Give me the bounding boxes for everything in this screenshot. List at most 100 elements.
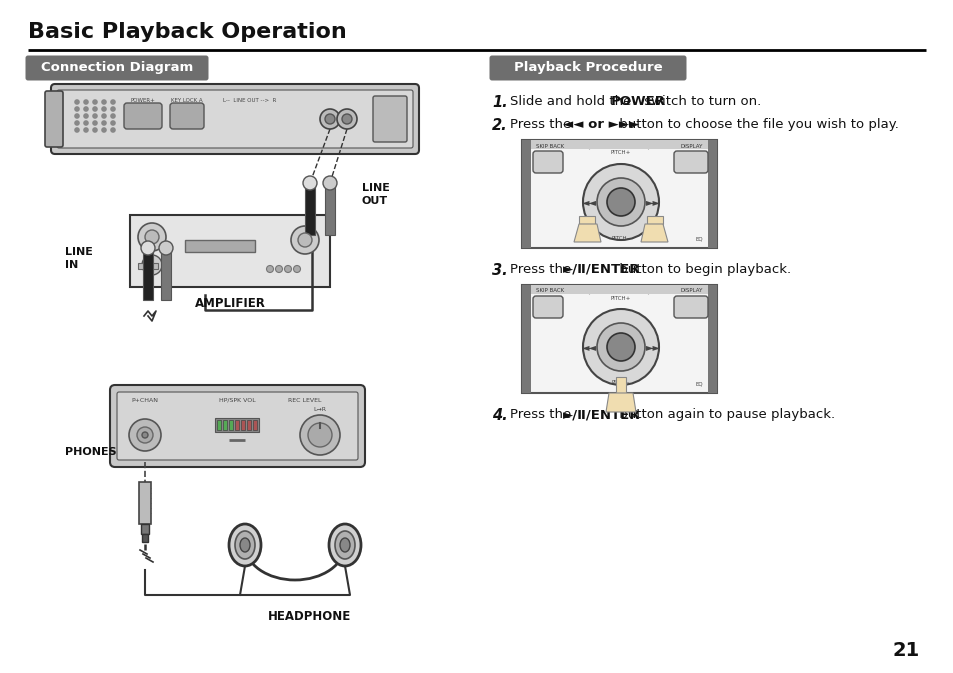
Bar — [707, 285, 717, 393]
Bar — [247, 420, 251, 430]
Bar — [130, 215, 330, 287]
Circle shape — [92, 120, 98, 126]
Circle shape — [325, 114, 335, 124]
Circle shape — [319, 109, 339, 129]
Text: button to begin playback.: button to begin playback. — [615, 263, 790, 276]
Bar — [325, 183, 335, 235]
Circle shape — [606, 333, 635, 361]
Text: IN: IN — [65, 260, 78, 270]
Bar — [305, 183, 314, 235]
Bar — [214, 418, 258, 432]
Text: Slide and hold the: Slide and hold the — [510, 95, 635, 108]
Circle shape — [111, 127, 115, 133]
Circle shape — [101, 113, 107, 119]
Bar — [707, 140, 717, 248]
Polygon shape — [616, 377, 625, 393]
Text: REC LEVEL: REC LEVEL — [288, 398, 321, 403]
Text: Press the: Press the — [510, 408, 575, 421]
Text: ►►: ►► — [645, 342, 659, 352]
Ellipse shape — [339, 538, 350, 552]
Text: SKIP BACK: SKIP BACK — [536, 289, 563, 293]
Circle shape — [141, 241, 154, 255]
Bar — [521, 285, 717, 393]
Circle shape — [142, 255, 162, 275]
Text: KEY LOCK A: KEY LOCK A — [171, 98, 203, 103]
Circle shape — [597, 323, 644, 371]
Bar — [234, 420, 239, 430]
Text: DISPLAY: DISPLAY — [680, 143, 702, 149]
Text: EQ: EQ — [695, 382, 702, 386]
Text: 1.: 1. — [492, 95, 507, 110]
Circle shape — [74, 113, 80, 119]
Bar — [185, 240, 254, 252]
Bar — [143, 248, 152, 300]
Circle shape — [129, 419, 161, 451]
Text: HP/SPK VOL: HP/SPK VOL — [218, 398, 255, 403]
Circle shape — [92, 99, 98, 105]
Text: switch to turn on.: switch to turn on. — [639, 95, 760, 108]
Text: POWER: POWER — [610, 95, 665, 108]
Text: ENTER: ENTER — [612, 205, 629, 209]
Text: 3.: 3. — [492, 263, 507, 278]
Bar — [216, 420, 221, 430]
Text: PITCH+: PITCH+ — [610, 295, 631, 301]
Text: PITCH–: PITCH– — [611, 236, 630, 240]
Text: LINE: LINE — [361, 183, 390, 193]
Circle shape — [159, 241, 172, 255]
Bar — [138, 263, 146, 269]
Circle shape — [92, 113, 98, 119]
Text: ►►: ►► — [645, 197, 659, 207]
FancyBboxPatch shape — [533, 296, 562, 318]
Circle shape — [137, 427, 152, 443]
FancyBboxPatch shape — [124, 103, 162, 129]
Bar — [142, 534, 148, 542]
Polygon shape — [578, 216, 595, 224]
Circle shape — [83, 120, 89, 126]
Text: ENTER: ENTER — [612, 349, 629, 355]
FancyBboxPatch shape — [110, 385, 365, 467]
Text: 21: 21 — [892, 641, 919, 660]
Circle shape — [83, 127, 89, 133]
Text: button to choose the file you wish to play.: button to choose the file you wish to pl… — [615, 118, 898, 131]
Text: SKIP BACK: SKIP BACK — [536, 143, 563, 149]
FancyBboxPatch shape — [373, 96, 407, 142]
Circle shape — [111, 99, 115, 105]
Circle shape — [92, 106, 98, 112]
Text: OUT: OUT — [361, 196, 388, 206]
Circle shape — [323, 176, 336, 190]
Text: DISPLAY: DISPLAY — [680, 289, 702, 293]
Text: PITCH–: PITCH– — [611, 380, 630, 386]
Circle shape — [303, 176, 316, 190]
Text: ↶: ↶ — [542, 155, 553, 168]
Circle shape — [291, 226, 318, 254]
Text: ↶: ↶ — [542, 301, 553, 314]
Ellipse shape — [240, 538, 250, 552]
Circle shape — [111, 120, 115, 126]
Bar — [521, 140, 531, 248]
Text: Press the: Press the — [510, 118, 575, 131]
FancyBboxPatch shape — [51, 84, 418, 154]
Text: EQ: EQ — [695, 236, 702, 242]
Text: Press the: Press the — [510, 263, 575, 276]
FancyBboxPatch shape — [673, 151, 707, 173]
Text: 2.: 2. — [492, 118, 507, 133]
Circle shape — [74, 106, 80, 112]
Circle shape — [83, 106, 89, 112]
Ellipse shape — [229, 524, 261, 566]
Bar — [229, 420, 233, 430]
Text: ►/Ⅱ/ENTER: ►/Ⅱ/ENTER — [562, 263, 639, 276]
Text: L→R: L→R — [314, 407, 326, 412]
Circle shape — [74, 127, 80, 133]
Circle shape — [294, 266, 300, 273]
Text: PHONES: PHONES — [65, 447, 116, 457]
Ellipse shape — [234, 531, 254, 559]
Bar — [531, 140, 707, 149]
Text: 4.: 4. — [492, 408, 507, 423]
FancyBboxPatch shape — [673, 296, 707, 318]
Circle shape — [606, 188, 635, 216]
Text: button again to pause playback.: button again to pause playback. — [615, 408, 835, 421]
FancyBboxPatch shape — [26, 55, 209, 81]
Text: Connection Diagram: Connection Diagram — [41, 61, 193, 75]
Text: ►/II: ►/II — [614, 341, 627, 347]
Circle shape — [582, 309, 659, 385]
